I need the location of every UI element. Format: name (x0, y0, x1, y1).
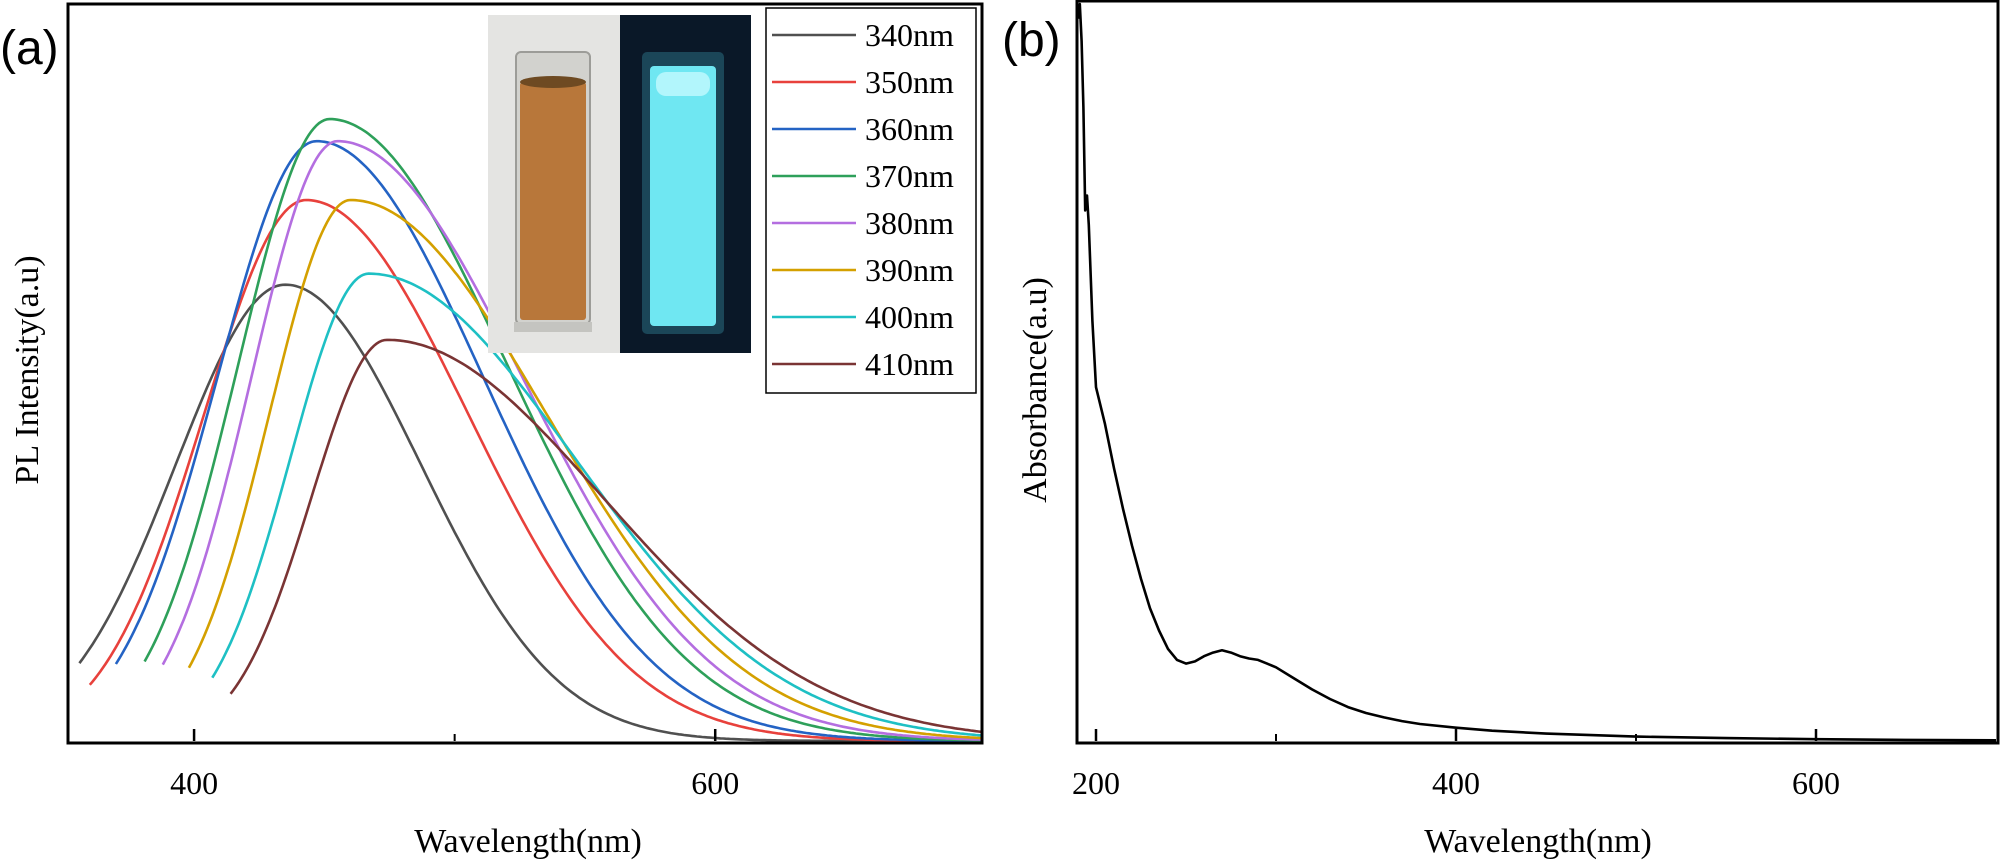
pl-curve-400nm (211, 272, 982, 737)
panel-a-y-axis-label: PL Intensity(a.u) (9, 255, 46, 484)
cuvette-uv-fluorescence-image (620, 15, 751, 353)
cuvette-daylight-image (488, 15, 620, 353)
panel-a-x-ticks: 400 600 (170, 729, 739, 801)
panel-b-label: (b) (1002, 14, 1061, 67)
panel-a-legend: 340nm 350nm 360nm 370nm 380nm 390nm 400nm 410nm (772, 17, 954, 382)
absorbance-curve (1076, 2, 1997, 742)
panel-b-x-tick-label: 400 (1432, 765, 1480, 801)
pl-curve-340nm (78, 283, 981, 743)
legend-label-410nm: 410nm (865, 346, 954, 382)
legend-label-390nm: 390nm (865, 252, 954, 288)
legend-label-360nm: 360nm (865, 111, 954, 147)
panel-a-curves (78, 117, 982, 743)
panel-b-x-tick-label: 600 (1792, 765, 1840, 801)
legend-label-380nm: 380nm (865, 205, 954, 241)
legend-label-350nm: 350nm (865, 64, 954, 100)
panel-b-x-tick-label: 200 (1072, 765, 1120, 801)
panel-a: (a) 400 600 Wavelength(nm) PL Intensity(a… (0, 2, 984, 860)
pl-curve-380nm (161, 139, 982, 741)
panel-a-inset-photo (488, 15, 751, 353)
pl-curve-350nm (88, 198, 981, 743)
legend-label-400nm: 400nm (865, 299, 954, 335)
panel-b-frame (1075, 0, 2000, 745)
pl-curve-360nm (114, 139, 981, 743)
panel-a-x-tick-label: 400 (170, 765, 218, 801)
legend-label-370nm: 370nm (865, 158, 954, 194)
panel-a-frame (66, 2, 984, 745)
legend-label-340nm: 340nm (865, 17, 954, 53)
pl-curve-410nm (229, 338, 982, 734)
panel-a-label: (a) (0, 22, 59, 75)
panel-b: (b) 200 400 600 Wavelength(nm) Absorbance(… (1002, 0, 2000, 860)
panel-a-x-axis-label: Wavelength(nm) (414, 823, 642, 860)
panel-b-x-ticks: 200 400 600 (1072, 729, 1840, 801)
panel-a-x-tick-label: 600 (691, 765, 739, 801)
panel-b-y-axis-label: Absorbance(a.u) (1017, 277, 1054, 503)
pl-curve-370nm (143, 117, 982, 742)
panel-a-legend-box (765, 7, 977, 394)
panel-b-x-axis-label: Wavelength(nm) (1424, 823, 1652, 860)
panel-b-curves (1076, 2, 1997, 742)
